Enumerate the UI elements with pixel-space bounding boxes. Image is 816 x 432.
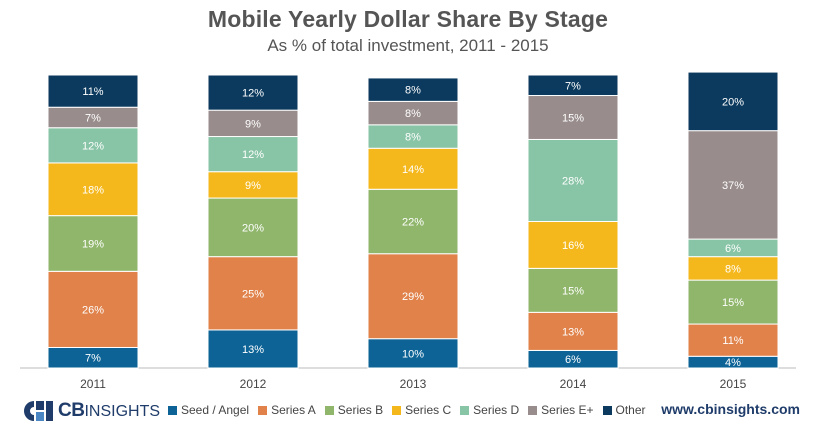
cbinsights-logo: CBINSIGHTS [20,398,160,424]
legend-item-series-a: Series A [258,403,316,417]
bar-segment-2012-seed-angel [207,329,299,369]
data-label: 4% [725,357,741,369]
data-label: 15% [722,297,744,309]
legend-label: Series D [473,403,520,417]
bar-segment-2012-series-a [207,256,299,331]
legend-swatch [460,405,470,415]
legend-swatch [168,405,177,415]
data-label: 8% [405,108,421,120]
data-label: 12% [242,88,264,100]
bar-segment-2011-series-c [47,162,139,217]
bar-segment-2014-series-b [527,267,619,313]
data-label: 19% [82,238,104,250]
legend-swatch [258,405,268,415]
logo-brand-bold: CB [58,400,85,421]
data-label: 25% [242,288,264,300]
bar-segment-2012-series-d [207,136,299,173]
legend-swatch [528,405,538,415]
bar-segment-2014-series-c [527,221,619,269]
data-label: 8% [405,132,421,144]
data-label: 18% [82,184,104,196]
legend-swatch [392,405,402,415]
bar-segment-2012-other [207,74,299,111]
data-label: 20% [722,96,744,108]
data-label: 13% [562,326,584,338]
data-label: 13% [242,344,264,356]
website-url[interactable]: www.cbinsights.com [661,401,800,417]
legend-item-series-e-: Series E+ [528,403,594,417]
bar-segment-2011-other [47,74,139,108]
data-label: 6% [725,243,741,255]
data-label: 9% [245,180,261,192]
legend-label: Series A [271,403,316,417]
bar-segment-2015-other [687,71,779,132]
legend-item-series-d: Series D [460,403,519,417]
data-label: 11% [722,335,743,347]
legend-item-other: Other [602,403,646,417]
data-label: 26% [82,304,104,316]
data-label: 37% [722,180,744,192]
chart-subtitle: As % of total investment, 2011 - 2015 [267,36,549,55]
legend-label: Series C [405,403,452,417]
legend-item-series-c: Series C [392,403,451,417]
legend-label: Other [615,403,646,417]
data-label: 10% [402,348,424,360]
x-tick-label: 2012 [240,377,267,391]
legend-item-seed-angel: Seed / Angel [168,403,249,417]
cbinsights-logo-icon [24,401,53,421]
data-label: 7% [565,80,581,92]
bar-segment-2013-seed-angel [367,338,459,369]
chart-legend: Seed / Angel Series A Series B Series C Seri… [168,403,655,417]
data-label: 15% [562,285,584,297]
x-tick-label: 2014 [560,377,587,391]
logo-wordmark: CBINSIGHTS [58,400,160,422]
bar-segment-2013-series-c [367,147,459,190]
data-label: 22% [402,217,424,229]
data-label: 9% [245,118,261,130]
chart-title: Mobile Yearly Dollar Share By Stage [207,6,609,32]
bar-segment-2013-series-a [367,253,459,340]
bar-segment-2015-series-b [687,279,779,325]
data-label: 29% [402,291,424,303]
bar-segment-2011-series-b [47,215,139,272]
bar-segment-2012-series-e- [207,109,299,138]
data-label: 16% [562,240,584,252]
data-label: 11% [82,86,103,98]
bar-segment-2014-series-d [527,138,619,223]
legend-swatch [324,405,334,415]
data-label: 8% [725,263,741,275]
data-label: 7% [85,353,101,365]
legend-label: Seed / Angel [181,403,250,417]
data-label: 8% [405,85,421,97]
bar-segment-2014-series-e- [527,95,619,140]
bar-segment-2012-series-c [207,171,299,199]
x-tick-label: 2011 [80,377,106,391]
legend-item-series-b: Series B [324,403,384,417]
data-label: 28% [562,175,584,187]
logo-brand-thin: INSIGHTS [84,403,161,420]
bar-segment-2014-other [527,74,619,97]
data-label: 7% [85,112,101,124]
data-label: 14% [402,164,424,176]
bar-segment-2013-series-b [367,188,459,255]
bar-segment-2014-series-a [527,311,619,351]
data-label: 20% [242,222,264,234]
x-tick-label: 2013 [400,377,427,391]
legend-label: Series B [337,403,384,417]
data-label: 12% [82,140,104,152]
legend-swatch [602,405,612,415]
data-label: 6% [565,354,581,366]
x-tick-label: 2015 [720,377,747,391]
data-label: 12% [242,149,264,161]
legend-label: Series E+ [541,403,594,417]
bar-segment-2013-other [367,77,459,102]
bar-segment-2011-series-d [47,127,139,164]
data-label: 15% [562,112,584,124]
